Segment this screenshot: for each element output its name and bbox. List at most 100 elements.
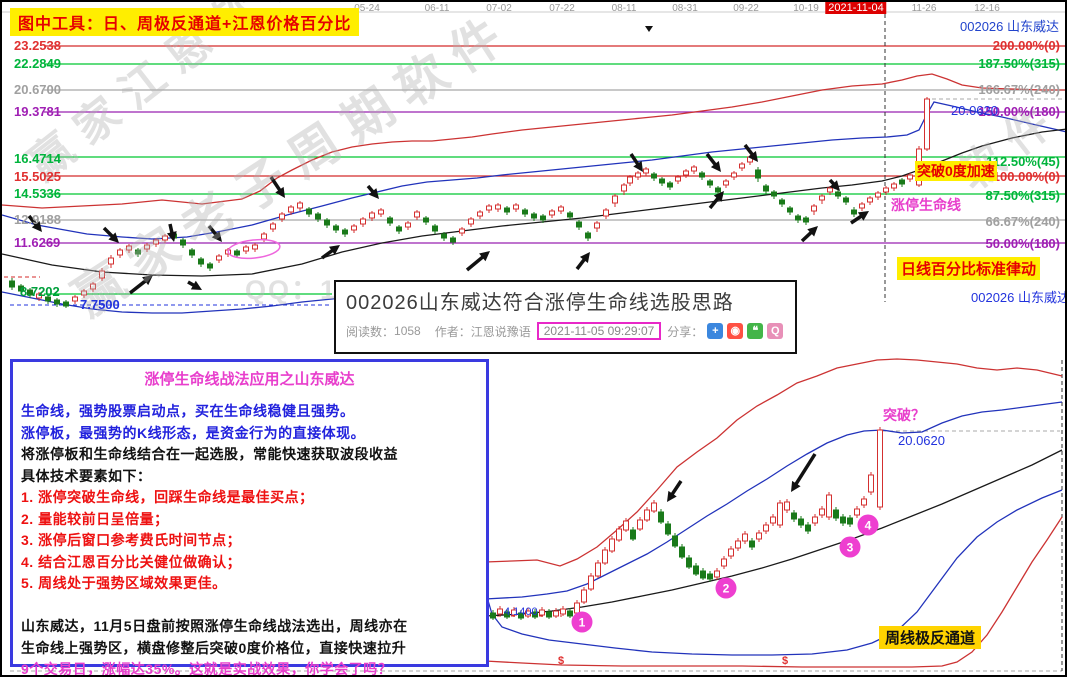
- daily-candle: [306, 208, 312, 215]
- daily-candle: [99, 270, 105, 279]
- percent-label: 187.50%(315): [978, 56, 1060, 71]
- weekly-candle: [595, 562, 601, 577]
- price-label: 19.3781: [14, 104, 61, 119]
- panel2-symbol-label: 002026 山东威达: [971, 290, 1067, 305]
- note-line: 具体技术要素如下：: [21, 467, 152, 484]
- daily-candle: [459, 228, 465, 234]
- daily-candle: [771, 191, 777, 197]
- percent-label: 150.00%(180): [978, 104, 1060, 119]
- weekly-candle: [546, 611, 552, 618]
- weekly-annotation-arrow-head: [791, 480, 801, 492]
- note-line: 1. 涨停突破生命线，回踩生命线是最佳买点；: [21, 489, 314, 505]
- daily-annotation-arrow-head: [710, 161, 721, 172]
- weekly-break-price-label: 20.0620: [898, 433, 945, 448]
- daily-candle: [612, 195, 618, 204]
- weekly-candle: [770, 516, 776, 524]
- reads-count: 1058: [394, 324, 421, 338]
- daily-candle: [540, 215, 546, 221]
- daily-candle: [423, 217, 429, 223]
- daily-candle: [851, 209, 857, 215]
- weekly-candle: [854, 508, 860, 516]
- date-label: 07-02: [486, 3, 512, 14]
- daily-candle: [723, 180, 729, 186]
- step-circle-2: [715, 577, 737, 599]
- daily-candle: [405, 222, 411, 228]
- share-qq-icon[interactable]: Q: [767, 323, 784, 339]
- weekly-candle: [763, 524, 769, 532]
- daily-candle: [707, 180, 713, 186]
- daily-annotation-arrow-head: [142, 275, 153, 286]
- publish-datetime: 2021-11-05 09:29:07: [536, 322, 662, 340]
- daily-annotation-arrow-head: [166, 231, 177, 242]
- daily-life-black: [2, 128, 1065, 277]
- daily-annotation-arrow-head: [807, 226, 818, 237]
- weekly-lower-red: [484, 516, 1063, 668]
- step-circle-4: [857, 514, 879, 536]
- share-plus-icon[interactable]: +: [707, 323, 724, 339]
- daily-candle: [270, 223, 276, 230]
- note-line: 将涨停板和生命线结合在一起选股，常能快速获取波段收益: [21, 446, 398, 462]
- daily-annotation-arrow-head: [829, 180, 840, 191]
- daily-candle: [297, 202, 303, 209]
- symbol-label: 002026 山东威达: [960, 19, 1059, 34]
- weekly-channel-label: 周线极反通道: [879, 626, 982, 649]
- daily-candle: [549, 210, 555, 216]
- price-label: 22.2849: [14, 56, 61, 71]
- daily-candle: [667, 182, 673, 188]
- daily-candle: [835, 191, 841, 197]
- step-circle-number: 4: [865, 519, 872, 533]
- daily-candle: [495, 204, 501, 210]
- weekly-candle: [784, 501, 790, 511]
- strategy-note-box: 涨停生命线战法应用之山东威达 生命线，强势股票启动点，买在生命线稳健且强势。 涨停…: [10, 359, 489, 675]
- daily-candle: [81, 290, 87, 296]
- share-wechat-icon[interactable]: ❝: [747, 323, 764, 339]
- step-circle-3: [839, 536, 861, 558]
- weekly-candle: [693, 565, 699, 575]
- daily-candle: [594, 222, 600, 229]
- daily-annotation-arrow-head: [275, 186, 285, 198]
- weekly-upper-red: [484, 358, 1063, 567]
- note-line: 2. 量能较前日呈倍量；: [21, 510, 169, 527]
- daily-candle: [787, 207, 793, 213]
- weekly-candle: [567, 610, 573, 617]
- daily-candle: [441, 233, 447, 239]
- date-label: 09-22: [733, 3, 759, 14]
- daily-candle: [635, 172, 641, 178]
- accel-label: 突破0度加速: [915, 161, 997, 181]
- weekly-candle: [637, 519, 643, 530]
- daily-break-price-label: 20.0620: [951, 103, 998, 118]
- daily-annotation-arrow-tail: [128, 277, 149, 295]
- daily-candle: [108, 257, 114, 265]
- price-label: 16.4714: [14, 151, 61, 166]
- daily-candle: [234, 250, 240, 256]
- daily-candle: [153, 239, 159, 245]
- weekly-candle: [798, 518, 804, 526]
- weekly-candle: [840, 516, 846, 524]
- daily-candle: [396, 226, 402, 232]
- daily-candle: [627, 176, 633, 184]
- price-label: 23.2538: [14, 38, 61, 53]
- article-title: 002026山东威达符合涨停生命线选股思路: [346, 292, 734, 314]
- daily-annotation-arrow-head: [579, 252, 590, 263]
- daily-annotation-arrow-head: [190, 280, 202, 290]
- axis-marker-triangle: [645, 26, 653, 32]
- date-label-highlight: 2021-11-04: [825, 2, 887, 14]
- weekly-candle: [581, 589, 587, 603]
- lifeline-label: 涨停生命线: [891, 197, 961, 213]
- daily-annotation-arrow-head: [368, 188, 379, 199]
- weekly-candle: [511, 609, 517, 616]
- daily-candle: [779, 199, 785, 205]
- note-line: 生命线上强势区，横盘修整后突破0度价格位，直接快速拉升: [21, 639, 407, 656]
- tool-banner: 图中工具：日、周极反通道+江恩价格百分比: [10, 8, 360, 36]
- daily-annotation-arrow-head: [31, 221, 42, 232]
- note-lines: 生命线，强势股票启动点，买在生命线稳健且强势。 涨停板，最强势的K线形态，是资金行…: [21, 401, 478, 675]
- note-line: 4. 结合江恩百分比关健位做确认；: [21, 553, 242, 570]
- weekly-candle: [665, 523, 671, 535]
- weekly-candle: [672, 535, 678, 547]
- weekly-candle: [728, 548, 734, 557]
- weekly-candle: [497, 608, 503, 615]
- daily-candle: [288, 206, 294, 213]
- share-weibo-icon[interactable]: ◉: [727, 323, 744, 339]
- daily-candle: [867, 197, 873, 203]
- weekly-candle: [777, 502, 783, 526]
